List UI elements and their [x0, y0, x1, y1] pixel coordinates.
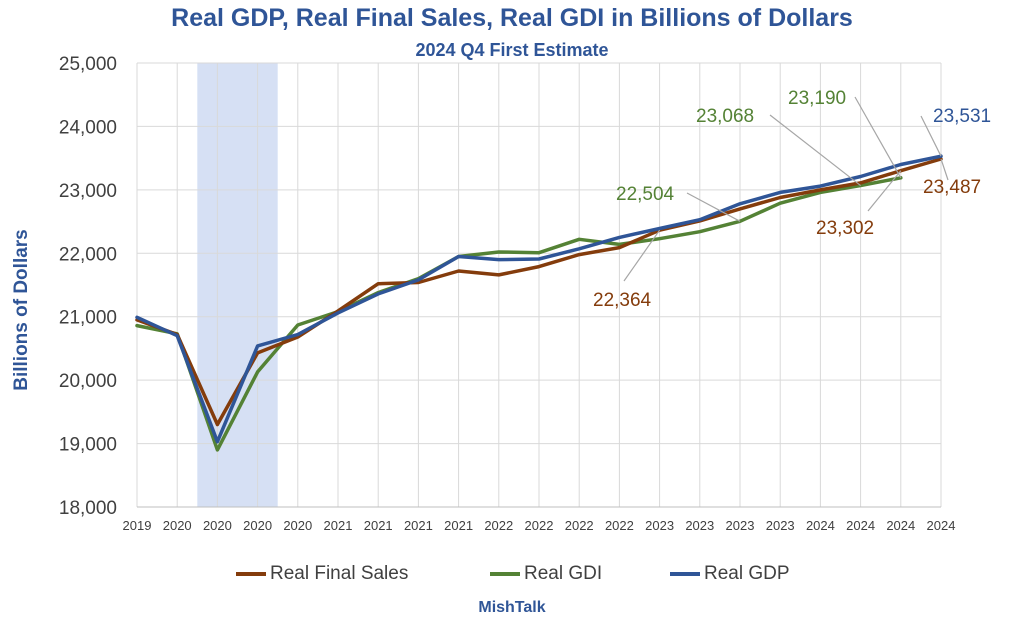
x-tick-label: 2023: [645, 518, 674, 533]
annotation-leader: [854, 96, 902, 179]
y-tick-label: 20,000: [59, 371, 117, 392]
data-label: 22,504: [616, 184, 675, 205]
y-tick-label: 25,000: [59, 54, 117, 75]
legend-label-real-final-sales: Real Final Sales: [270, 563, 409, 584]
series-line-real-gdp: [135, 154, 943, 444]
x-tick-label: 2024: [806, 518, 835, 533]
data-label: 23,068: [696, 106, 754, 127]
y-tick-label: 23,000: [59, 181, 117, 202]
legend: Real Final Sales Real GDI Real GDP: [0, 563, 1024, 589]
legend-swatch-real-gdi: [490, 572, 520, 576]
recession-shade: [197, 63, 278, 507]
legend-label-real-gdi: Real GDI: [524, 563, 603, 584]
annotation-leader: [769, 114, 861, 187]
x-tick-label: 2021: [324, 518, 353, 533]
x-tick-label: 2019: [123, 518, 152, 533]
x-tick-label: 2020: [163, 518, 192, 533]
series-line-real-final-sales: [135, 157, 943, 427]
x-tick-label: 2020: [283, 518, 312, 533]
x-tick-label: 2020: [243, 518, 272, 533]
legend-swatch-real-final-sales: [236, 572, 266, 576]
chart-subtitle: 2024 Q4 First Estimate: [415, 40, 609, 60]
y-tick-label: 19,000: [59, 435, 117, 456]
series-line-real-gdi: [135, 176, 903, 452]
y-axis-label: Billions of Dollars: [11, 229, 32, 391]
y-tick-label: 22,000: [59, 244, 117, 265]
data-label: 22,364: [593, 290, 652, 311]
legend-label-real-gdp: Real GDP: [704, 563, 790, 584]
x-tick-label: 2022: [565, 518, 594, 533]
y-tick-label: 24,000: [59, 117, 117, 138]
x-tick-label: 2022: [525, 518, 554, 533]
annotation-leader: [623, 229, 661, 282]
legend-item-real-gdi: Real GDI: [490, 563, 602, 585]
annotation-leader: [867, 170, 902, 212]
data-label: 23,487: [923, 177, 981, 198]
x-tick-label: 2022: [605, 518, 634, 533]
data-label: 23,302: [816, 218, 874, 239]
legend-swatch-real-gdp: [670, 572, 700, 576]
x-tick-label: 2023: [685, 518, 714, 533]
legend-item-real-gdp: Real GDP: [670, 563, 790, 585]
x-tick-label: 2024: [886, 518, 915, 533]
x-tick-label: 2020: [203, 518, 232, 533]
x-tick-label: 2024: [846, 518, 875, 533]
y-tick-label: 18,000: [59, 498, 117, 519]
x-tick-label: 2021: [444, 518, 473, 533]
x-tick-label: 2022: [484, 518, 513, 533]
x-tick-label: 2024: [927, 518, 956, 533]
chart-title: Real GDP, Real Final Sales, Real GDI in …: [171, 4, 853, 32]
x-tick-label: 2023: [726, 518, 755, 533]
y-tick-label: 21,000: [59, 308, 117, 329]
annotation-leader: [686, 192, 741, 222]
x-tick-label: 2023: [766, 518, 795, 533]
data-label: 23,531: [933, 106, 991, 127]
footer-brand: MishTalk: [478, 599, 546, 616]
x-tick-label: 2021: [364, 518, 393, 533]
x-tick-label: 2021: [404, 518, 433, 533]
annotation-leader: [920, 115, 942, 157]
data-label: 23,190: [788, 88, 846, 109]
annotation-leader: [940, 158, 949, 181]
legend-item-real-final-sales: Real Final Sales: [236, 563, 408, 585]
